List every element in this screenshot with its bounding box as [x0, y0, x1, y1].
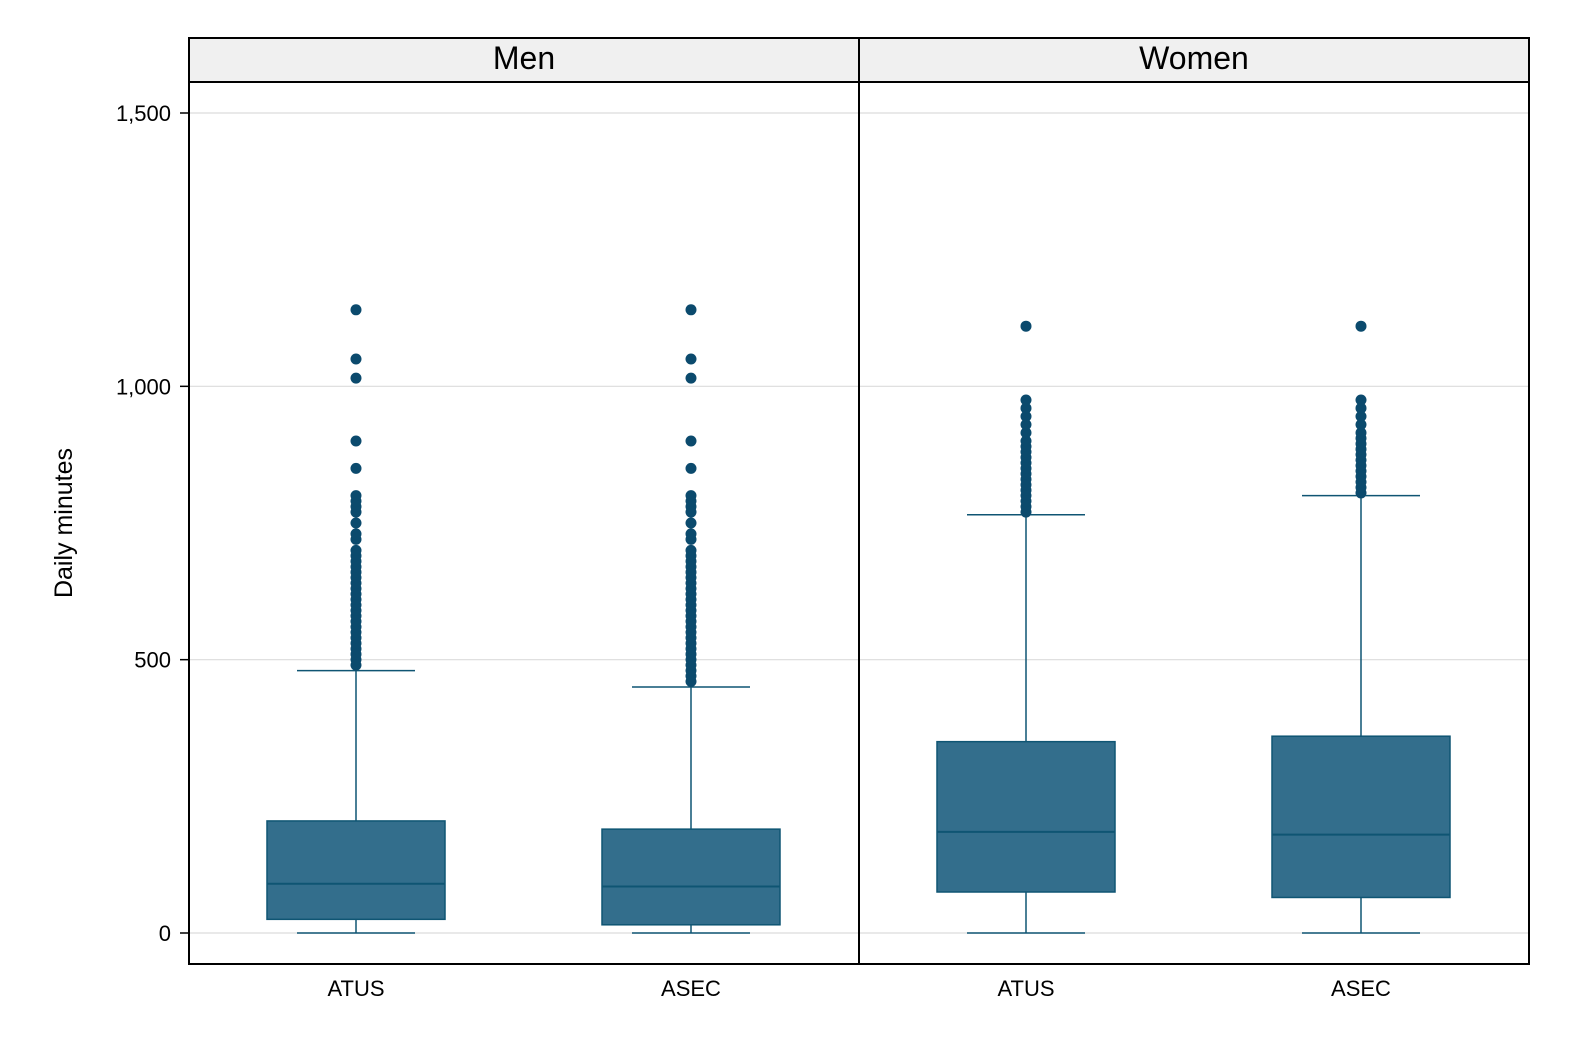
- panel-title: Men: [493, 40, 555, 76]
- x-tick-label: ATUS: [327, 976, 384, 1001]
- outlier-point: [685, 517, 697, 529]
- panels: Men ATUS ASEC Women ATUS ASEC: [188, 37, 1530, 1001]
- outlier-point: [1355, 410, 1367, 422]
- outlier-point: [350, 435, 362, 447]
- outlier-point: [685, 544, 697, 556]
- outlier-point: [685, 372, 697, 384]
- iqr-box: [266, 820, 446, 921]
- outlier-point: [350, 544, 362, 556]
- y-axis-title: Daily minutes: [50, 448, 78, 598]
- panel-strip: [858, 37, 1530, 83]
- outlier-point: [1355, 394, 1367, 406]
- outlier-point: [685, 435, 697, 447]
- box-atus: ATUS: [936, 320, 1116, 1001]
- iqr-box: [601, 828, 781, 926]
- box-atus: ATUS: [266, 304, 446, 1001]
- iqr-box: [936, 740, 1116, 893]
- outlier-point: [1355, 402, 1367, 414]
- outlier-point: [1020, 419, 1032, 431]
- x-tick-label: ASEC: [1331, 976, 1391, 1001]
- outlier-point: [1355, 427, 1367, 439]
- x-tick-label: ASEC: [661, 976, 721, 1001]
- outlier-point: [685, 304, 697, 316]
- y-tick-label: 0: [159, 921, 171, 946]
- outlier-point: [1020, 410, 1032, 422]
- outlier-point: [350, 490, 362, 502]
- outlier-point: [1355, 419, 1367, 431]
- outlier-point: [1020, 427, 1032, 439]
- panel-women: Women ATUS ASEC: [858, 37, 1530, 1001]
- outlier-point: [350, 462, 362, 474]
- outlier-point: [1020, 402, 1032, 414]
- outlier-point: [350, 517, 362, 529]
- outlier-point: [685, 462, 697, 474]
- outlier-point: [685, 528, 697, 540]
- outlier-point: [1020, 394, 1032, 406]
- y-tick-label: 500: [134, 648, 171, 673]
- outlier-point: [350, 372, 362, 384]
- outlier-point: [685, 490, 697, 502]
- panel-frame: [858, 81, 1530, 965]
- y-tick-label: 1,000: [116, 374, 171, 399]
- x-tick-label: ATUS: [997, 976, 1054, 1001]
- outlier-point: [1020, 320, 1032, 332]
- y-tick-label: 1,500: [116, 101, 171, 126]
- outlier-point: [1355, 320, 1367, 332]
- outlier-point: [685, 353, 697, 365]
- panel-title: Women: [1139, 40, 1249, 76]
- panel-strip: [188, 37, 860, 83]
- iqr-box: [1271, 735, 1451, 899]
- outlier-point: [1020, 435, 1032, 447]
- outlier-point: [350, 304, 362, 316]
- y-axis: 0 500 1,000 1,500: [116, 101, 189, 946]
- outlier-point: [350, 528, 362, 540]
- outlier-point: [350, 353, 362, 365]
- box-asec: ASEC: [601, 304, 781, 1001]
- box-asec: ASEC: [1271, 320, 1451, 1001]
- panel-men: Men ATUS ASEC: [188, 37, 860, 1001]
